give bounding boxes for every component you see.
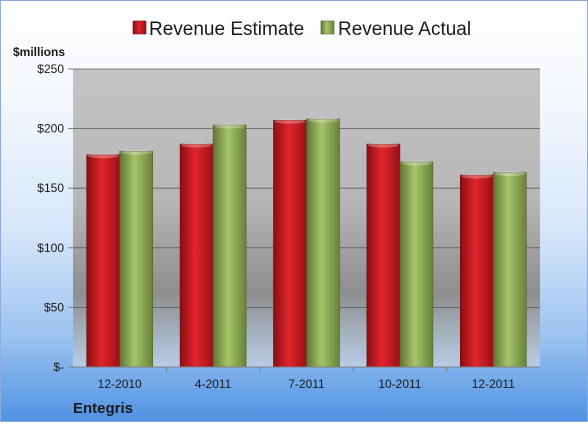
bar-top-highlight <box>274 118 306 124</box>
y-tick-label: $100 <box>37 241 64 255</box>
bar-top-highlight <box>461 173 493 179</box>
bar-top-highlight <box>400 160 432 166</box>
legend-swatch-revenue-actual <box>320 20 335 35</box>
bar-top-highlight <box>307 117 339 123</box>
bar-revenue-actual <box>306 118 340 368</box>
bar-revenue-actual <box>399 161 434 368</box>
bar-top-highlight <box>181 142 213 148</box>
x-tick-label: 7-2011 <box>288 377 325 391</box>
bar-top-highlight <box>367 142 399 148</box>
x-tick-label: 10-2011 <box>378 377 421 391</box>
bars <box>86 117 527 368</box>
x-tick-label: 12-2011 <box>472 377 515 391</box>
bar-revenue-estimate <box>459 174 494 368</box>
bar-top-highlight <box>494 171 526 177</box>
legend-swatch-revenue-estimate <box>132 20 147 35</box>
x-tick-label: 4-2011 <box>195 377 232 391</box>
legend-label-revenue-estimate: Revenue Estimate <box>149 19 304 40</box>
bar-revenue-estimate <box>273 119 307 368</box>
bar-revenue-estimate <box>179 143 214 368</box>
y-tick-label: $250 <box>37 62 64 76</box>
company-name: Entegris <box>73 400 133 417</box>
bar-revenue-actual <box>212 124 247 368</box>
y-tick-label: $- <box>53 360 64 374</box>
bar-revenue-actual <box>492 172 527 368</box>
legend-label-revenue-actual: Revenue Actual <box>338 19 471 40</box>
bar-top-highlight <box>214 123 246 129</box>
legend: Revenue Estimate Revenue Actual <box>132 19 471 40</box>
bar-revenue-estimate <box>86 154 120 368</box>
y-tick-label: $150 <box>37 181 64 195</box>
bar-top-highlight <box>120 149 152 155</box>
bar-revenue-actual <box>119 150 153 368</box>
bar-top-highlight <box>87 153 119 159</box>
y-unit-label: $millions <box>13 45 65 59</box>
x-tick-label: 12-2010 <box>98 377 142 391</box>
y-axis-ticks: $- $50 $100 $150 $200 $250 <box>37 62 73 374</box>
bar-revenue-estimate <box>366 143 401 368</box>
x-axis-ticks: 12-2010 4-2011 7-2011 10-2011 12-2011 <box>98 367 515 391</box>
y-tick-label: $200 <box>37 122 64 136</box>
y-tick-label: $50 <box>44 300 64 314</box>
